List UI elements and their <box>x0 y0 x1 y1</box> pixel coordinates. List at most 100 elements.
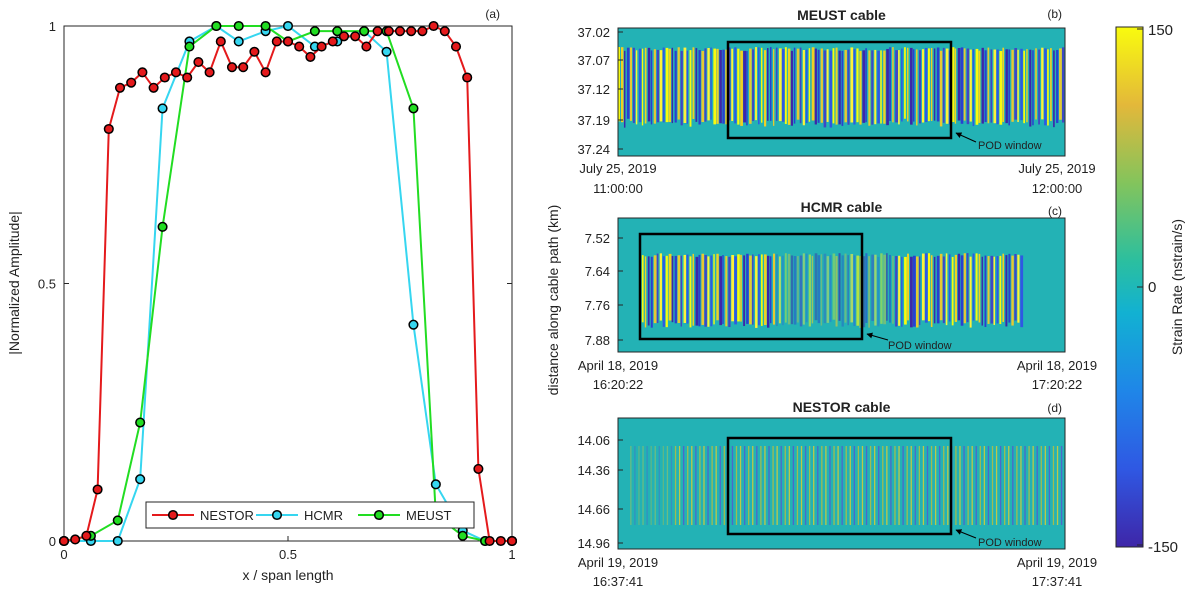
y-tick-label: 7.64 <box>585 264 610 279</box>
stripe <box>728 256 731 328</box>
stripe <box>725 49 728 125</box>
stripe <box>820 254 823 326</box>
stripe <box>671 255 674 323</box>
stripe <box>832 48 835 124</box>
stripe <box>996 256 999 324</box>
stripe <box>764 254 767 325</box>
stripe <box>849 446 851 525</box>
stripe <box>907 253 909 321</box>
stripe <box>963 48 966 121</box>
stripe <box>883 50 886 124</box>
stripe <box>948 254 951 322</box>
stripe <box>841 50 844 126</box>
stripe <box>689 50 692 127</box>
stripe <box>792 446 795 525</box>
stripe <box>894 446 896 525</box>
stripe <box>987 256 990 324</box>
heatmap-hcmr-cable: 7.52 7.64 7.76 7.88 HCMR cable (c) April 18, 2… <box>578 199 1097 392</box>
y-tick-label: 37.07 <box>577 53 610 68</box>
data-point-nestor <box>361 41 372 52</box>
stripe <box>746 50 748 126</box>
stripe <box>1011 255 1014 326</box>
stripe <box>1005 49 1008 124</box>
stripe <box>1040 446 1042 525</box>
stripe <box>746 253 749 324</box>
pod-window-arrow <box>955 529 977 539</box>
stripe <box>658 446 660 525</box>
stripe <box>740 254 742 322</box>
stripe <box>939 50 943 127</box>
stripe <box>991 446 994 525</box>
stripe <box>780 446 782 525</box>
stripe <box>715 446 717 525</box>
data-point-nestor <box>316 41 327 52</box>
stripe <box>936 47 940 122</box>
stripe <box>680 50 683 126</box>
stripe <box>1002 253 1005 322</box>
stripe <box>817 446 819 525</box>
stripe <box>841 255 844 327</box>
pod-window-label: POD window <box>978 537 1042 549</box>
stripe <box>821 446 823 525</box>
stripe <box>1004 446 1006 525</box>
data-point-nestor <box>204 67 215 78</box>
stripe <box>927 253 931 322</box>
stripe <box>665 255 668 328</box>
stripe <box>691 446 693 525</box>
stripe <box>650 256 653 328</box>
stripe <box>999 50 1003 125</box>
stripe <box>1048 446 1051 525</box>
data-point-nestor <box>70 534 81 545</box>
data-point-nestor <box>506 535 518 547</box>
stripe <box>755 47 757 121</box>
stripe <box>656 49 660 123</box>
stripe <box>781 49 785 122</box>
stripe <box>808 48 811 122</box>
colorbar: 150 0 -150 Strain Rate (nstrain/s) <box>1115 22 1185 556</box>
stripe <box>683 446 685 525</box>
heatmap-panels: 37.02 37.07 37.12 37.19 37.24 MEUST cable (b) J… <box>577 7 1097 589</box>
stripe <box>638 48 642 123</box>
stripe <box>945 48 949 124</box>
stripe <box>927 48 930 122</box>
stripe <box>823 50 827 128</box>
legend-label-meust: MEUST <box>406 508 452 523</box>
stripe <box>1014 254 1017 321</box>
y-tick-label: 37.19 <box>577 113 610 128</box>
stripe <box>926 446 929 525</box>
stripe <box>1044 446 1046 525</box>
stripe <box>1028 446 1030 525</box>
amplitude-line-chart: 0 0.5 1 0 0.5 1 (a) x / span length |Normaliz… <box>6 7 518 583</box>
stripe <box>666 446 669 525</box>
stripe <box>731 446 734 525</box>
panel-label: (c) <box>1048 204 1062 218</box>
colorbar-max-label: 150 <box>1148 22 1173 39</box>
colorbar-min-label: -150 <box>1148 539 1178 556</box>
stripe <box>889 254 891 323</box>
stripe <box>642 446 644 525</box>
stripe <box>710 47 712 120</box>
stripe <box>680 255 682 327</box>
stripe <box>833 446 835 525</box>
stripe <box>1035 48 1037 120</box>
panel-title: HCMR cable <box>801 199 883 215</box>
legend-label-nestor: NESTOR <box>200 508 254 523</box>
stripe <box>769 47 772 121</box>
stripe <box>1047 49 1049 126</box>
stripe <box>1002 47 1005 122</box>
stripe <box>995 446 998 525</box>
colorbar-mid-label: 0 <box>1148 279 1156 296</box>
stripe <box>844 253 847 323</box>
stripe <box>735 446 738 525</box>
data-point-nestor <box>394 26 406 37</box>
stripe <box>707 48 710 121</box>
stripe <box>924 47 928 123</box>
stripe <box>752 49 755 122</box>
stripe <box>739 446 742 525</box>
stripe <box>959 446 961 525</box>
stripe <box>719 446 721 525</box>
stripe <box>898 446 900 525</box>
stripe <box>671 47 674 124</box>
stripe <box>654 446 656 525</box>
